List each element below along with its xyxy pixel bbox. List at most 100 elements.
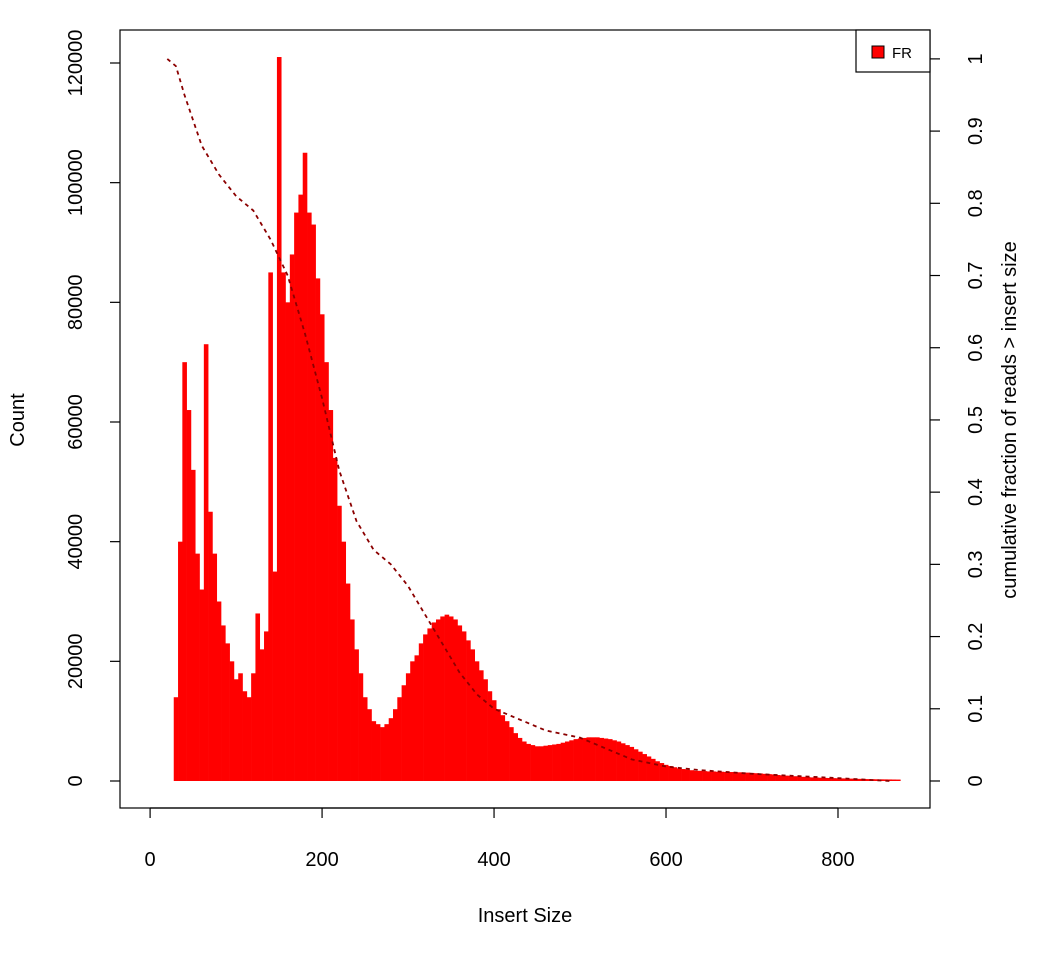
bar — [599, 737, 604, 781]
bar — [732, 772, 738, 781]
bar — [844, 778, 850, 781]
bar — [560, 742, 566, 781]
bar — [319, 314, 325, 781]
bar — [307, 212, 312, 781]
x-tick-label: 0 — [145, 849, 156, 871]
bar — [775, 775, 781, 781]
x-tick-label: 200 — [305, 849, 338, 871]
y-tick-label: 60000 — [65, 394, 87, 450]
y2-tick-label: 0.2 — [965, 623, 987, 651]
bar — [638, 751, 643, 781]
bar — [896, 779, 901, 781]
bar — [457, 625, 463, 781]
bar — [229, 661, 235, 781]
bar — [629, 746, 635, 781]
bar — [345, 583, 351, 781]
x-tick-label: 400 — [477, 849, 510, 871]
x-tick-label: 600 — [649, 849, 682, 871]
bar — [534, 746, 540, 781]
bar — [659, 763, 665, 781]
bar — [556, 743, 561, 781]
bar — [552, 744, 557, 781]
bar — [225, 643, 230, 781]
y2-tick-label: 0.3 — [965, 550, 987, 578]
bar — [453, 619, 458, 781]
bar — [470, 649, 475, 781]
bar — [199, 589, 205, 781]
bar — [474, 661, 480, 781]
legend-label: FR — [892, 45, 912, 62]
y2-tick-label: 0.9 — [965, 117, 987, 145]
bar — [315, 278, 321, 781]
bar — [612, 740, 617, 781]
bar — [418, 643, 424, 781]
bar — [208, 511, 213, 781]
bar — [685, 769, 690, 781]
bar — [393, 709, 398, 781]
bar — [650, 758, 656, 781]
bar — [405, 673, 411, 781]
bar — [242, 691, 248, 781]
bar — [831, 778, 837, 781]
bar — [818, 777, 824, 781]
bar — [461, 631, 467, 781]
bar — [797, 776, 802, 781]
bar — [547, 745, 553, 781]
bar — [328, 410, 334, 781]
bar — [607, 739, 613, 781]
bar — [625, 745, 630, 781]
bar — [758, 773, 764, 781]
bar — [865, 779, 871, 781]
bar — [706, 771, 712, 781]
bar — [779, 775, 785, 781]
bar — [728, 772, 733, 781]
bar — [681, 769, 686, 781]
bar — [281, 272, 286, 781]
bar — [676, 768, 682, 781]
bar — [891, 779, 897, 781]
bar — [436, 619, 441, 781]
bar — [577, 738, 583, 781]
bar — [272, 571, 278, 781]
bar — [487, 691, 493, 781]
bar — [848, 778, 854, 781]
y2-tick-label: 0.1 — [965, 695, 987, 723]
bar — [483, 679, 488, 781]
bar — [539, 746, 544, 781]
bar — [491, 700, 497, 781]
x-tick-label: 800 — [821, 849, 854, 871]
bar — [397, 697, 402, 781]
bar — [715, 771, 721, 781]
y-tick-label: 40000 — [65, 514, 87, 570]
bar — [771, 774, 776, 781]
bar — [173, 697, 179, 781]
bar — [745, 772, 751, 781]
bar — [259, 649, 265, 781]
bar — [478, 670, 484, 781]
bar — [276, 57, 282, 781]
bar — [195, 553, 200, 781]
y-tick-label: 0 — [65, 775, 87, 786]
bar — [792, 776, 798, 781]
bar — [762, 773, 768, 781]
bar — [341, 541, 347, 781]
bar — [827, 778, 832, 781]
bar — [410, 661, 415, 781]
bar — [423, 634, 428, 781]
bar — [595, 737, 600, 781]
bar — [233, 679, 239, 781]
y2-tick-label: 0.4 — [965, 478, 987, 506]
bar — [246, 697, 252, 781]
bar — [431, 622, 437, 781]
bar — [724, 772, 729, 781]
legend-swatch — [871, 45, 885, 59]
bar — [810, 777, 815, 781]
bar — [251, 673, 256, 781]
bar — [646, 756, 652, 781]
bar — [719, 771, 725, 781]
bar — [711, 771, 716, 781]
bar — [216, 601, 222, 781]
bar — [504, 721, 510, 781]
bar — [530, 745, 536, 781]
